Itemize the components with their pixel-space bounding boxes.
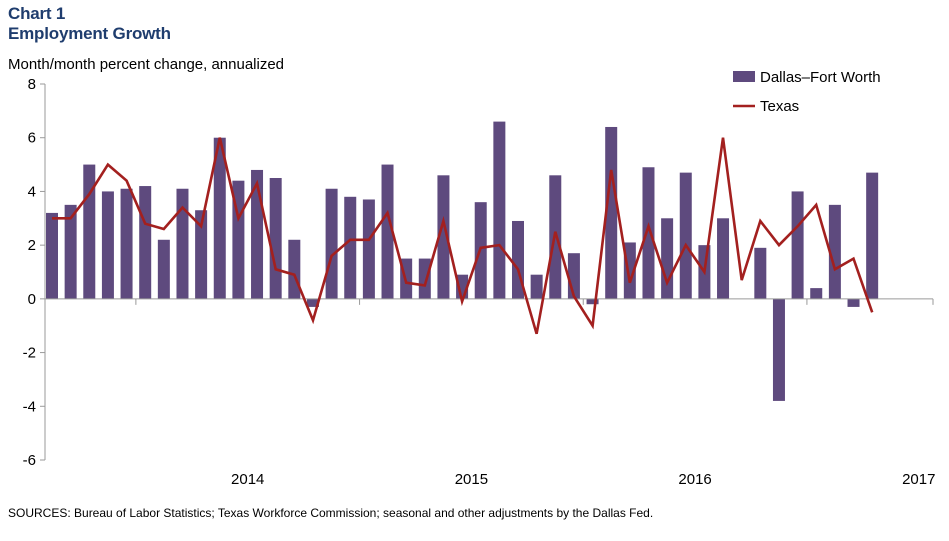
x-year-label: 2016 (678, 471, 711, 488)
dfw-bar (772, 298, 785, 401)
dfw-bar (306, 298, 319, 307)
y-tick-label: -4 (23, 398, 36, 415)
dfw-bar (810, 288, 823, 299)
dfw-bar (586, 298, 599, 305)
y-tick-label: -2 (23, 345, 36, 362)
dfw-bar (381, 164, 394, 299)
dfw-bar (437, 175, 450, 299)
texas-line (52, 137, 874, 335)
x-year-label: 2014 (231, 471, 264, 488)
dfw-bar (642, 167, 655, 299)
dfw-bar (157, 239, 170, 299)
x-year-label: 2015 (455, 471, 488, 488)
legend-label-texas: Texas (760, 98, 799, 115)
dfw-bar (46, 212, 58, 299)
dfw-bar (754, 247, 767, 299)
dfw-bar (120, 188, 133, 299)
y-tick-label: 0 (28, 291, 36, 308)
dfw-bar (661, 218, 674, 299)
dfw-bar (251, 169, 264, 299)
dfw-bar (605, 126, 618, 299)
dfw-bar (847, 298, 860, 307)
y-tick-label: 2 (28, 237, 36, 254)
dfw-bar (101, 191, 114, 299)
legend-swatch-dfw (733, 71, 755, 82)
dfw-bar (213, 137, 226, 299)
dfw-bar (866, 172, 879, 299)
chart-title: Employment Growth (8, 24, 171, 43)
dfw-bar (623, 242, 636, 299)
dfw-bar (679, 172, 692, 299)
legend-label-dfw: Dallas–Fort Worth (760, 69, 881, 86)
dfw-bar (83, 164, 96, 299)
dfw-bar (139, 186, 152, 299)
y-tick-label: 4 (28, 183, 36, 200)
dfw-bar (269, 178, 282, 299)
dfw-bar (288, 239, 301, 299)
dfw-bar (195, 210, 208, 299)
dfw-bar (344, 196, 357, 299)
dfw-bar (493, 121, 506, 299)
dfw-bar (530, 274, 543, 299)
sources-note: SOURCES: Bureau of Labor Statistics; Tex… (8, 506, 654, 520)
dfw-bar (176, 188, 189, 299)
chart-number: Chart 1 (8, 4, 66, 23)
dfw-bar (828, 204, 841, 299)
x-year-label: 2017 (902, 471, 935, 488)
dfw-bar (418, 258, 431, 299)
dfw-bar (362, 199, 375, 299)
dfw-bar (791, 191, 804, 299)
y-axis-label: Month/month percent change, annualized (8, 56, 285, 73)
y-tick-label: 6 (28, 130, 36, 147)
y-tick-label: 8 (28, 76, 36, 93)
dfw-bar (64, 204, 77, 299)
dfw-bar (325, 188, 338, 299)
dfw-bar (717, 218, 730, 299)
y-tick-label: -6 (23, 452, 36, 469)
